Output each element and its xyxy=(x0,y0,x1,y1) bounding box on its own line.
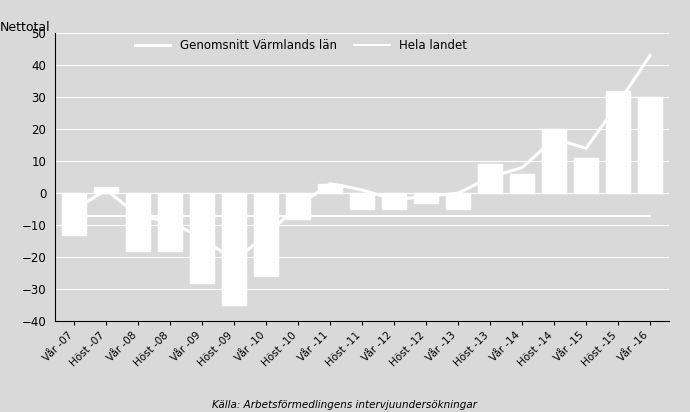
Bar xyxy=(382,193,406,209)
Hela landet xyxy=(326,213,335,218)
Hela landet xyxy=(454,213,462,218)
Bar xyxy=(446,193,470,209)
Hela landet xyxy=(518,213,526,218)
Hela landet xyxy=(422,213,431,218)
Hela landet xyxy=(390,213,398,218)
Hela landet xyxy=(166,213,175,218)
Hela landet xyxy=(582,213,590,218)
Bar xyxy=(255,193,278,276)
Genomsnitt Värmlands län xyxy=(358,187,366,192)
Hela landet xyxy=(486,213,494,218)
Hela landet xyxy=(646,213,654,218)
Bar xyxy=(606,91,630,193)
Hela landet xyxy=(294,213,302,218)
Bar xyxy=(414,193,438,203)
Genomsnitt Värmlands län xyxy=(294,204,302,208)
Hela landet xyxy=(614,213,622,218)
Hela landet xyxy=(135,213,143,218)
Bar xyxy=(542,129,566,193)
Genomsnitt Värmlands län xyxy=(135,213,143,218)
Bar xyxy=(190,193,215,283)
Bar xyxy=(318,184,342,193)
Genomsnitt Värmlands län xyxy=(326,181,335,186)
Genomsnitt Värmlands län xyxy=(102,187,110,192)
Bar xyxy=(126,193,150,251)
Hela landet xyxy=(230,213,239,218)
Genomsnitt Värmlands län xyxy=(230,258,239,263)
Genomsnitt Värmlands län xyxy=(454,191,462,196)
Genomsnitt Värmlands län xyxy=(614,101,622,106)
Genomsnitt Värmlands län xyxy=(390,197,398,202)
Hela landet xyxy=(198,213,206,218)
Hela landet xyxy=(262,213,270,218)
Bar xyxy=(574,158,598,193)
Genomsnitt Värmlands län xyxy=(582,146,590,151)
Genomsnitt Värmlands län xyxy=(262,232,270,237)
Genomsnitt Värmlands län xyxy=(70,207,79,212)
Bar xyxy=(95,187,119,193)
Text: Källa: Arbetsförmedlingens intervjuundersökningar: Källa: Arbetsförmedlingens intervjuunder… xyxy=(213,400,477,410)
Bar xyxy=(62,193,86,235)
Line: Genomsnitt Värmlands län: Genomsnitt Värmlands län xyxy=(75,55,650,260)
Bar xyxy=(158,193,182,251)
Genomsnitt Värmlands län xyxy=(166,220,175,225)
Bar xyxy=(286,193,310,219)
Hela landet xyxy=(358,213,366,218)
Bar xyxy=(222,193,246,305)
Genomsnitt Värmlands län xyxy=(198,236,206,241)
Bar xyxy=(351,193,374,209)
Genomsnitt Värmlands län xyxy=(518,165,526,170)
Legend: Genomsnitt Värmlands län, Hela landet: Genomsnitt Värmlands län, Hela landet xyxy=(135,39,467,52)
Hela landet xyxy=(550,213,558,218)
Text: Nettotal: Nettotal xyxy=(0,21,50,35)
Bar xyxy=(638,97,662,193)
Genomsnitt Värmlands län xyxy=(550,136,558,141)
Hela landet xyxy=(70,213,79,218)
Hela landet xyxy=(102,213,110,218)
Bar xyxy=(478,164,502,193)
Bar xyxy=(510,174,534,193)
Genomsnitt Värmlands län xyxy=(646,53,654,58)
Genomsnitt Värmlands län xyxy=(486,175,494,180)
Genomsnitt Värmlands län xyxy=(422,194,431,199)
